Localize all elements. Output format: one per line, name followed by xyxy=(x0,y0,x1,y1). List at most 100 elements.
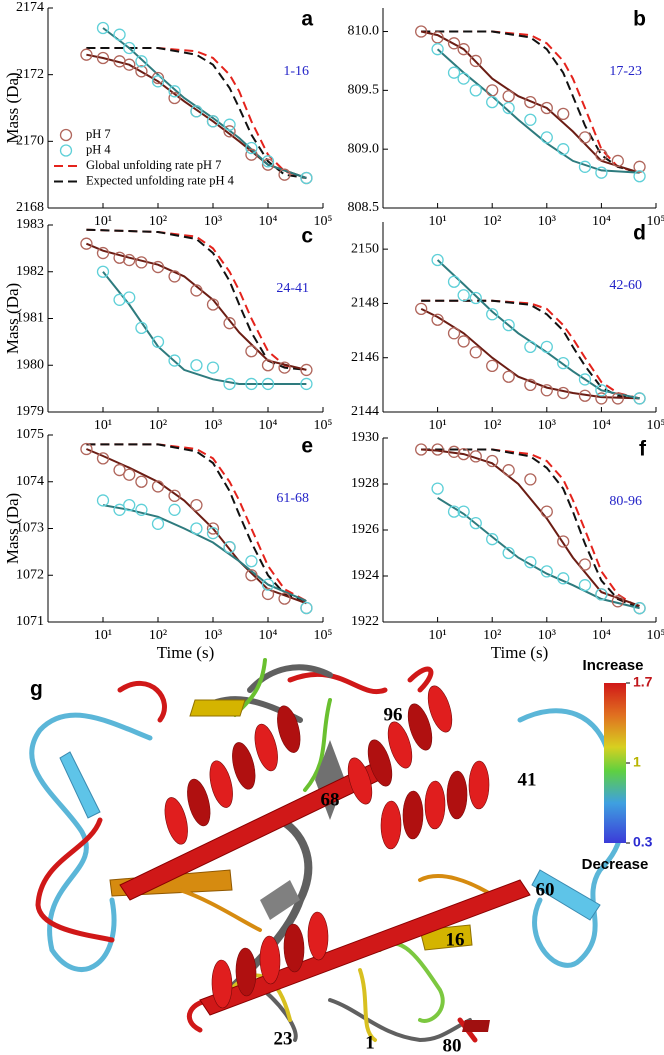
y-axis-label: Mass (Da) xyxy=(3,283,22,354)
data-point xyxy=(457,72,470,85)
helix-turn xyxy=(254,723,278,772)
helix-turn xyxy=(424,780,446,830)
data-point xyxy=(486,454,499,468)
data-point xyxy=(457,447,470,461)
data-point xyxy=(469,346,482,359)
colorbar-title: Decrease xyxy=(582,856,649,873)
data-point xyxy=(80,442,93,456)
data-point xyxy=(300,377,313,391)
x-tick-label: 10³ xyxy=(204,418,222,433)
colorbar-tick-label: 1.7 xyxy=(633,674,653,690)
data-point xyxy=(96,51,110,65)
data-point xyxy=(261,377,275,391)
residue-label: 23 xyxy=(274,1028,293,1049)
data-point xyxy=(190,498,203,512)
x-tick-label: 10³ xyxy=(204,628,222,643)
data-point xyxy=(415,25,428,38)
data-point xyxy=(502,546,515,560)
data-point xyxy=(524,556,537,569)
data-point xyxy=(431,253,444,267)
legend-label: pH 7 xyxy=(86,127,111,141)
helix-turn xyxy=(387,721,413,769)
data-point xyxy=(447,66,461,79)
data-point xyxy=(123,498,136,512)
data-point xyxy=(96,265,110,278)
data-point xyxy=(447,505,461,518)
data-point xyxy=(578,579,592,592)
rate-curve xyxy=(86,443,307,602)
x-tick-label: 10² xyxy=(149,418,167,433)
fit-curve xyxy=(102,271,307,385)
data-point xyxy=(557,386,570,400)
y-tick-label: 1075 xyxy=(16,427,44,442)
data-point xyxy=(300,171,313,185)
data-point xyxy=(190,284,203,297)
y-tick-label: 1071 xyxy=(16,614,44,629)
peptide-label: 24-41 xyxy=(276,281,309,296)
data-point xyxy=(168,91,181,105)
data-point xyxy=(223,377,236,391)
helix-turn xyxy=(235,947,257,997)
data-point xyxy=(633,170,646,183)
data-point xyxy=(96,21,110,35)
x-tick-label: 10² xyxy=(149,628,167,643)
peptide-label: 61-68 xyxy=(276,491,309,506)
rate-curve xyxy=(421,299,640,400)
y-tick-label: 1930 xyxy=(351,430,379,445)
data-point xyxy=(447,445,461,458)
y-tick-label: 2170 xyxy=(16,134,44,149)
data-point xyxy=(300,363,313,377)
rate-curve xyxy=(86,443,307,602)
data-point xyxy=(540,565,553,578)
data-point xyxy=(135,475,148,488)
panel: 1979 1980 1981 1982 1983 10¹ 10² 10³ 10⁴ 10⁵ Mass … xyxy=(3,217,333,433)
y-tick-label: 1979 xyxy=(16,404,44,419)
helix-turn xyxy=(209,760,233,808)
helix-turn xyxy=(283,923,305,973)
data-point xyxy=(80,48,93,61)
data-point xyxy=(151,260,165,274)
helix-turn xyxy=(232,742,256,790)
data-point xyxy=(113,251,126,264)
y-tick-label: 1982 xyxy=(16,264,44,279)
data-point xyxy=(431,313,444,326)
data-point xyxy=(245,377,258,391)
data-point xyxy=(96,246,110,260)
data-point xyxy=(151,517,165,530)
panel-letter: d xyxy=(633,222,646,245)
data-point xyxy=(151,75,165,88)
x-tick-label: 10¹ xyxy=(428,214,446,229)
data-point xyxy=(611,154,624,168)
strand xyxy=(199,879,531,1016)
data-point xyxy=(431,443,444,456)
x-tick-label: 10⁴ xyxy=(259,214,278,229)
peptide-label: 80-96 xyxy=(609,494,642,509)
y-axis-label: Mass (Da) xyxy=(3,493,22,564)
x-axis-label: Time (s) xyxy=(157,643,214,662)
fit-curve xyxy=(421,448,640,607)
data-point xyxy=(540,505,553,518)
data-point xyxy=(595,384,608,397)
data-point xyxy=(80,237,93,250)
y-tick-label: 2168 xyxy=(16,200,44,215)
peptide-label: 1-16 xyxy=(283,64,309,79)
y-tick-label: 2146 xyxy=(351,350,379,365)
data-point xyxy=(123,253,136,267)
data-point xyxy=(206,298,220,311)
panel: 2168 2170 2172 2174 10¹ 10² 10³ 10⁴ 10⁵ Mass (Da)… xyxy=(3,0,333,229)
helix-turn xyxy=(380,800,402,850)
data-point xyxy=(206,527,220,540)
data-point xyxy=(261,158,275,171)
data-point xyxy=(502,318,515,332)
protein-structure xyxy=(29,658,624,1043)
data-point xyxy=(168,270,181,283)
x-tick-label: 10³ xyxy=(538,418,556,433)
data-point xyxy=(557,356,570,370)
panel: 2144 2146 2148 2150 10¹ 10² 10³ 10⁴ 10⁵ d 42-60 xyxy=(351,222,664,434)
data-point xyxy=(415,443,428,456)
data-point xyxy=(278,168,291,181)
data-point xyxy=(486,533,499,546)
y-tick-label: 1928 xyxy=(351,476,379,491)
legend-label: pH 4 xyxy=(86,142,111,156)
data-point xyxy=(578,389,592,402)
